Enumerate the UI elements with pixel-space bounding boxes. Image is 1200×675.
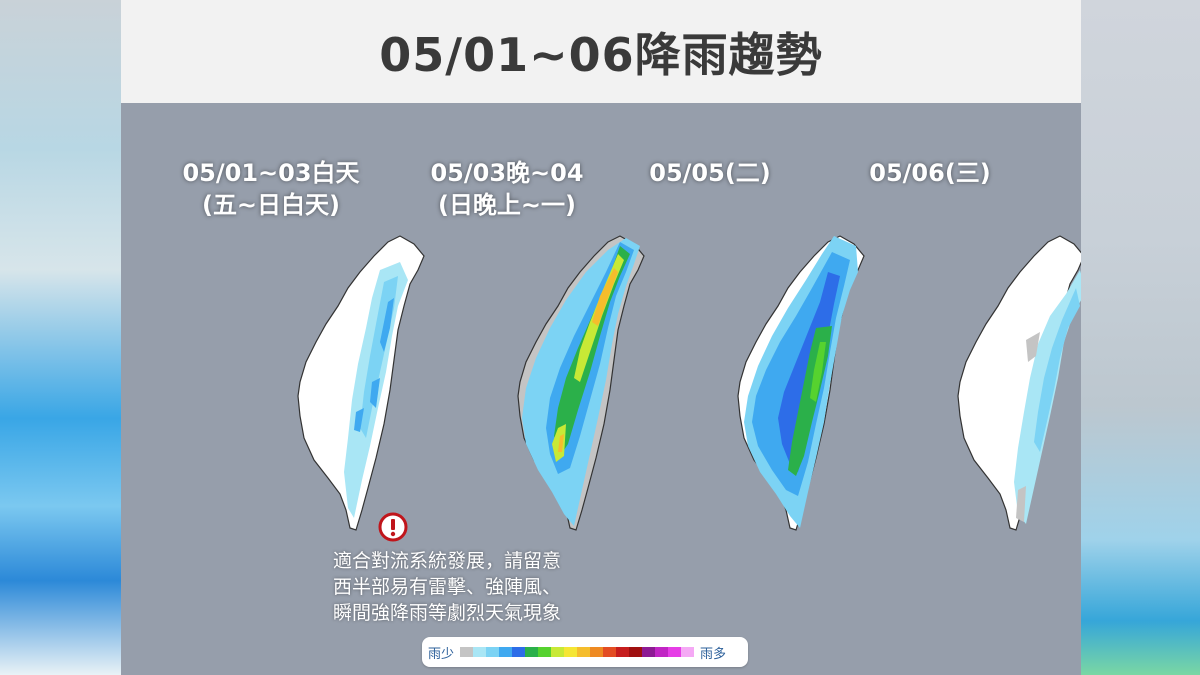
legend-high-label: 雨多 xyxy=(700,646,727,662)
legend-swatch xyxy=(629,647,643,657)
exclamation-circle-icon xyxy=(378,512,408,542)
panel-label-3: 05/05(二) xyxy=(610,157,810,189)
legend-swatch xyxy=(460,647,474,657)
legend-swatch xyxy=(668,647,682,657)
title-bar: 05/01~06降雨趨勢 xyxy=(121,0,1081,103)
legend-swatch xyxy=(642,647,656,657)
legend-swatch xyxy=(681,647,695,657)
panel-label-4: 05/06(三) xyxy=(830,157,1030,189)
background-left-blur xyxy=(0,0,121,675)
legend-color-bar xyxy=(460,647,695,657)
legend-swatch xyxy=(551,647,565,657)
background-right-blur xyxy=(1081,0,1200,675)
legend-swatch xyxy=(512,647,526,657)
legend-swatch xyxy=(499,647,513,657)
legend-swatch xyxy=(590,647,604,657)
page-title: 05/01~06降雨趨勢 xyxy=(379,27,823,82)
legend-swatch xyxy=(525,647,539,657)
infographic-card: 05/01~06降雨趨勢 xyxy=(121,0,1081,675)
legend-swatch xyxy=(473,647,487,657)
legend-swatch xyxy=(538,647,552,657)
legend-low-label: 雨少 xyxy=(428,646,455,662)
panel-label-1: 05/01~03白天 (五~日白天) xyxy=(151,157,391,221)
panel-label-3-line1: 05/05(二) xyxy=(649,159,771,187)
map-panel-2 xyxy=(517,235,645,531)
panel-label-1-line2: (五~日白天) xyxy=(201,191,341,219)
legend-swatch xyxy=(564,647,578,657)
legend-swatch xyxy=(486,647,500,657)
map-panel-3 xyxy=(737,235,865,531)
warning-text: 適合對流系統發展，請留意 西半部易有雷擊、強陣風、 瞬間強降雨等劇烈天氣現象 xyxy=(333,548,633,626)
legend-swatch xyxy=(603,647,617,657)
legend-swatch xyxy=(577,647,591,657)
map-panel-4 xyxy=(957,235,1081,531)
rainfall-maps xyxy=(297,235,1081,531)
map-panel-1 xyxy=(297,235,425,531)
warning-line-2: 西半部易有雷擊、強陣風、 xyxy=(333,576,562,598)
panel-label-2-line2: (日晚上~一) xyxy=(437,191,577,219)
warning-line-3: 瞬間強降雨等劇烈天氣現象 xyxy=(333,602,562,624)
warning-line-1: 適合對流系統發展，請留意 xyxy=(333,550,562,572)
panel-label-1-line1: 05/01~03白天 xyxy=(182,159,360,187)
panel-label-2-line1: 05/03晚~04 xyxy=(430,159,584,187)
legend-swatch xyxy=(655,647,669,657)
panel-label-2: 05/03晚~04 (日晚上~一) xyxy=(387,157,627,221)
panel-label-4-line1: 05/06(三) xyxy=(869,159,991,187)
rainfall-legend: 雨少 雨多 xyxy=(422,637,748,667)
legend-swatch xyxy=(616,647,630,657)
